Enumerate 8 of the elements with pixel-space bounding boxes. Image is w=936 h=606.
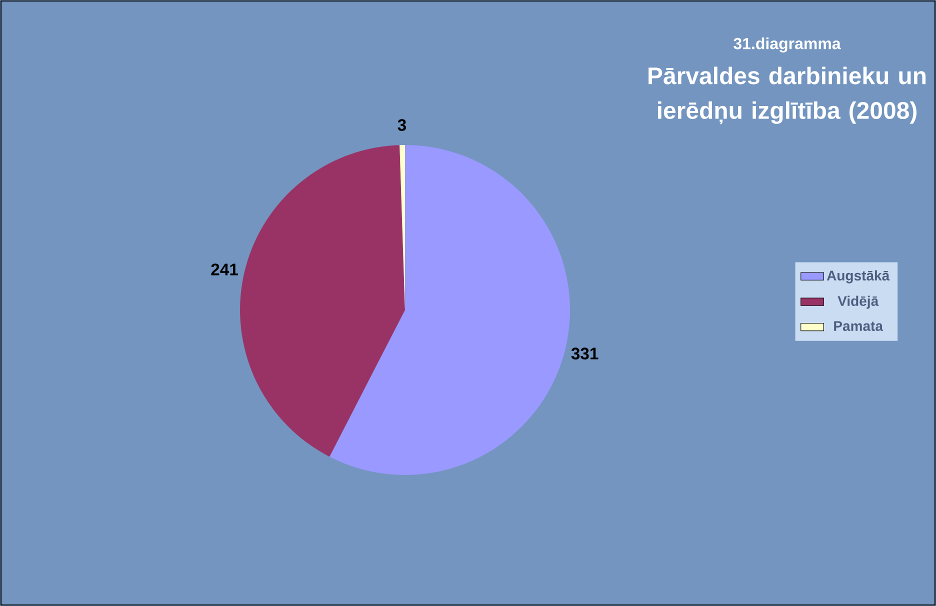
legend-label: Vidējā xyxy=(838,296,879,309)
chart-title: Pārvaldes darbinieku un ierēdņu izglītība (2008) xyxy=(648,66,926,124)
data-label: 331 xyxy=(571,348,598,360)
data-label: 3 xyxy=(398,119,406,131)
chart-subtitle: 31.diagramma xyxy=(734,38,841,52)
legend-label: Augstākā xyxy=(826,270,890,284)
legend-label: Pamata xyxy=(834,321,884,331)
data-label: 241 xyxy=(211,264,238,276)
